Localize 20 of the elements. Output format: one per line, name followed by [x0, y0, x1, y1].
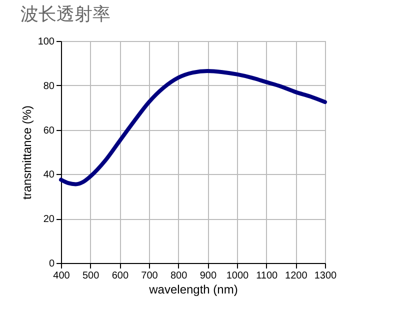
y-tick-label: 60 — [43, 125, 55, 136]
x-tick-label: 400 — [53, 270, 70, 282]
y-tick-label: 40 — [43, 170, 55, 181]
y-tick-label: 20 — [43, 214, 55, 226]
y-axis-title: transmittance (%) — [20, 105, 34, 200]
x-tick-label: 1200 — [285, 270, 308, 282]
x-tick-label: 500 — [82, 270, 100, 282]
x-tick-label: 600 — [112, 270, 129, 282]
x-tick-label: 1000 — [226, 270, 250, 282]
y-tick-label: 80 — [43, 80, 55, 92]
y-tick-label: 100 — [38, 36, 55, 48]
x-tick-label: 1100 — [256, 270, 278, 282]
x-tick-label: 900 — [200, 270, 217, 282]
line-series — [59, 68, 327, 186]
y-tick-label: 0 — [48, 258, 55, 270]
x-axis-title: wavelength (nm) — [148, 282, 238, 296]
x-tick-label: 1300 — [314, 270, 338, 282]
chart-title: 波长透射率 — [20, 4, 110, 24]
x-tick-label: 700 — [141, 270, 158, 282]
x-tick-label: 800 — [170, 270, 188, 282]
